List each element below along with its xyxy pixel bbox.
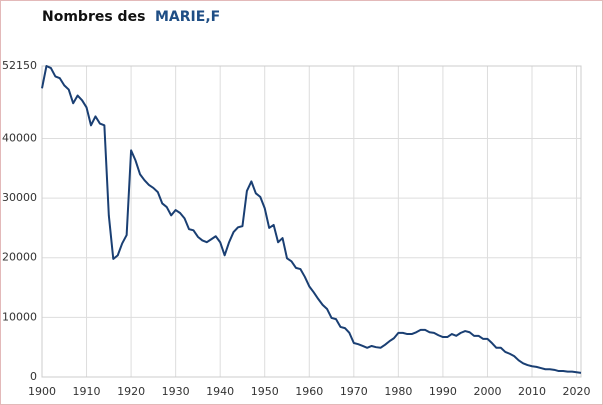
chart-title: Nombres des <box>42 9 145 25</box>
x-tick-label: 2000 <box>473 385 501 398</box>
x-tick-label: 1980 <box>384 385 412 398</box>
x-tick-label: 1900 <box>28 385 56 398</box>
x-tick-label: 2020 <box>563 385 591 398</box>
y-tick-label: 40000 <box>2 131 37 144</box>
y-tick-label: 10000 <box>2 310 37 323</box>
x-tick-label: 1960 <box>295 385 323 398</box>
x-tick-label: 1920 <box>117 385 145 398</box>
x-tick-label: 2010 <box>518 385 546 398</box>
x-tick-label: 1970 <box>340 385 368 398</box>
x-tick-label: 1950 <box>251 385 279 398</box>
x-tick-label: 1940 <box>206 385 234 398</box>
y-tick-label: 52150 <box>2 59 37 72</box>
y-tick-label: 30000 <box>2 191 37 204</box>
x-tick-label: 1930 <box>162 385 190 398</box>
y-tick-label: 0 <box>30 370 37 383</box>
series-name: MARIE,F <box>155 9 220 25</box>
x-tick-label: 1990 <box>429 385 457 398</box>
y-tick-label: 20000 <box>2 251 37 264</box>
plot-border <box>41 65 582 378</box>
line-series <box>41 65 582 374</box>
x-tick-label: 1910 <box>73 385 101 398</box>
